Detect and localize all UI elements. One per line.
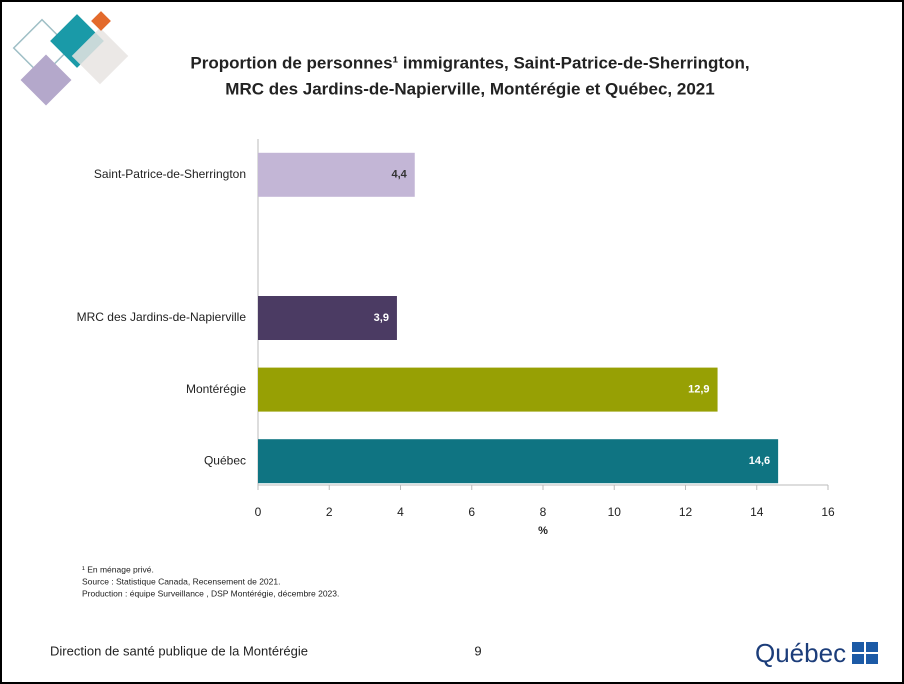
page-number: 9 (474, 643, 481, 658)
x-tick-label: 0 (255, 505, 262, 519)
x-tick-label: 10 (608, 505, 622, 519)
y-tick-label: Saint-Patrice-de-Sherrington (94, 167, 246, 181)
value-label: 4,4 (391, 169, 407, 181)
y-tick-label: MRC des Jardins-de-Napierville (77, 310, 247, 324)
x-tick-label: 4 (397, 505, 404, 519)
chart-title: MRC des Jardins-de-Napierville, Montérég… (225, 79, 714, 98)
note: Production : équipe Surveillance , DSP M… (82, 588, 339, 598)
diamond (20, 54, 72, 106)
bar (258, 439, 779, 484)
diamond (71, 27, 129, 85)
value-label: 3,9 (374, 312, 389, 324)
x-tick-label: 8 (540, 505, 547, 519)
y-tick-label: Québec (204, 453, 246, 467)
x-tick-label: 2 (326, 505, 333, 519)
value-label: 12,9 (688, 384, 709, 396)
diamond (91, 11, 111, 31)
y-tick-label: Montérégie (186, 382, 246, 396)
note: ¹ En ménage privé. (82, 564, 154, 574)
x-tick-label: 16 (821, 505, 835, 519)
logo-text: Québec (755, 638, 846, 668)
x-tick-label: 14 (750, 505, 764, 519)
x-axis-label: % (538, 525, 548, 537)
footer-organization: Direction de santé publique de la Montér… (50, 643, 308, 658)
chart-title: Proportion de personnes¹ immigrantes, Sa… (190, 53, 749, 72)
note: Source : Statistique Canada, Recensement… (82, 576, 280, 586)
logo-flag (852, 642, 878, 664)
x-tick-label: 6 (468, 505, 475, 519)
decoration (12, 11, 129, 106)
bar (258, 152, 415, 197)
bar (258, 367, 718, 412)
bar (258, 296, 397, 340)
diamond (12, 18, 72, 78)
x-tick-label: 12 (679, 505, 693, 519)
value-label: 14,6 (749, 455, 770, 467)
notes: ¹ En ménage privé. Source : Statistique C… (82, 564, 339, 598)
